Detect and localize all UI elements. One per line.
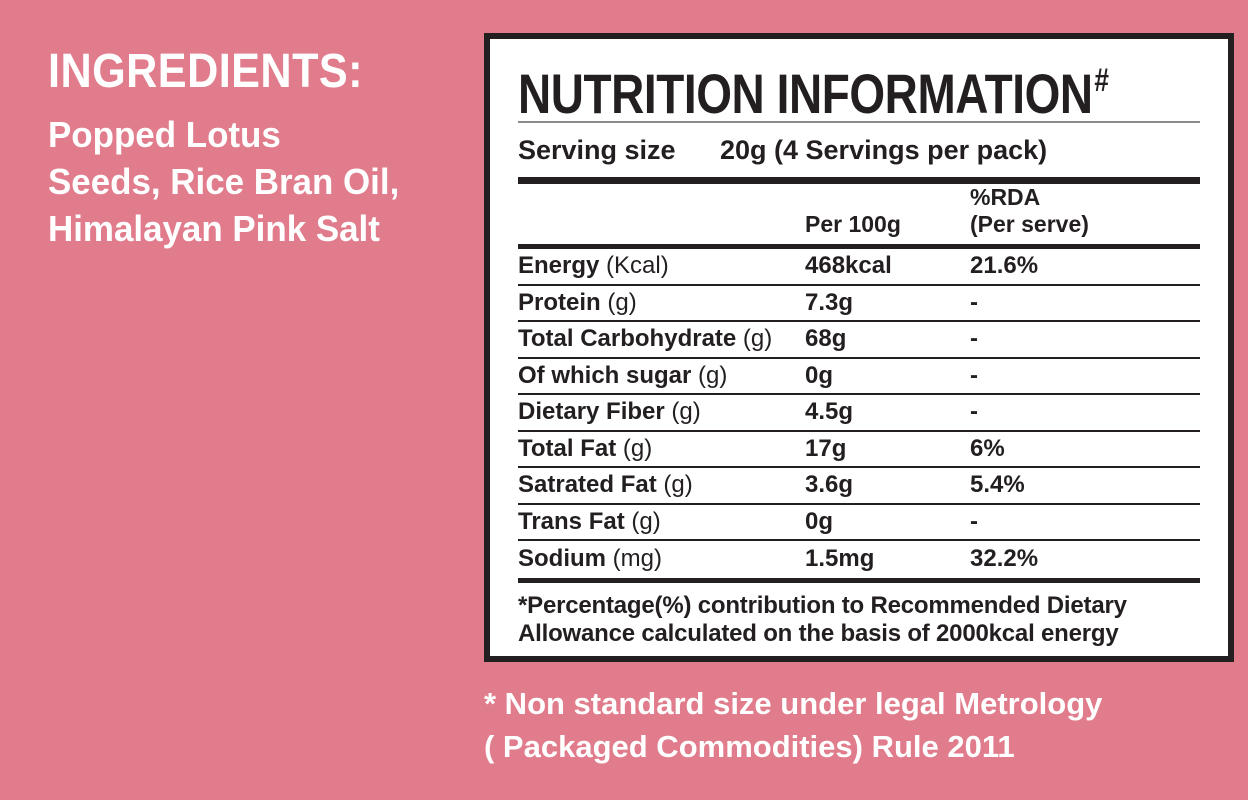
- title-divider: [518, 121, 1200, 123]
- nutrition-panel: NUTRITION INFORMATION# Serving size 20g …: [484, 33, 1234, 662]
- nutrient-label: Trans Fat (g): [518, 508, 805, 536]
- nutrient-label: Sodium (mg): [518, 545, 805, 573]
- rda-value: 6%: [970, 434, 1005, 462]
- nutrient-name: Sodium: [518, 545, 606, 573]
- table-row: Total Carbohydrate (g) 68g -: [518, 322, 1200, 359]
- nutrient-name: Of which sugar: [518, 361, 692, 389]
- panel-title-text: NUTRITION INFORMATION: [518, 62, 1093, 125]
- nutrition-table: Energy (Kcal) 468kcal 21.6% Protein (g) …: [518, 249, 1200, 578]
- nutrient-label: Total Carbohydrate (g): [518, 325, 805, 353]
- column-header-rda: %RDA (Per serve): [970, 184, 1200, 238]
- header-divider: [518, 244, 1200, 249]
- legal-disclaimer: * Non standard size under legal Metrolog…: [484, 682, 1102, 768]
- title-hash-superscript: #: [1094, 62, 1109, 98]
- nutrient-unit: (g): [631, 507, 661, 535]
- nutrient-name: Trans Fat: [518, 507, 625, 535]
- table-row: Protein (g) 7.3g -: [518, 286, 1200, 322]
- nutrient-unit: (mg): [612, 545, 662, 573]
- nutrient-unit: (g): [663, 471, 693, 499]
- rda-value: -: [970, 325, 978, 353]
- rda-value: 32.2%: [970, 545, 1039, 573]
- panel-title: NUTRITION INFORMATION#: [518, 53, 1109, 122]
- column-header-rda-line1: %RDA: [970, 184, 1041, 210]
- legal-disclaimer-line1: * Non standard size under legal Metrolog…: [484, 686, 1103, 721]
- table-bottom-divider: [518, 577, 1200, 583]
- nutrient-label: Total Fat (g): [518, 435, 805, 463]
- nutrient-name: Satrated Fat: [518, 471, 657, 499]
- ingredients-line: Seeds, Rice Bran Oil,: [48, 161, 400, 202]
- per100g-value: 1.5mg: [805, 545, 875, 573]
- ingredients-line: Popped Lotus: [48, 114, 281, 155]
- rda-value: -: [970, 361, 978, 389]
- nutrient-unit: (g): [671, 398, 701, 426]
- serving-size-value: 20g (4 Servings per pack): [720, 134, 1048, 165]
- ingredients-block: INGREDIENTS: Popped Lotus Seeds, Rice Br…: [48, 44, 410, 252]
- nutrient-name: Dietary Fiber: [518, 398, 665, 426]
- per100g-value: 0g: [805, 361, 834, 389]
- table-row: Energy (Kcal) 468kcal 21.6%: [518, 249, 1200, 286]
- rda-value: 5.4%: [970, 471, 1025, 499]
- nutrient-unit: (g): [622, 434, 653, 462]
- nutrient-unit: (Kcal): [606, 252, 669, 280]
- ingredients-line: Himalayan Pink Salt: [48, 208, 380, 249]
- rda-value: -: [970, 507, 978, 535]
- rda-footnote-line2: Allowance calculated on the basis of 200…: [518, 620, 1119, 647]
- column-header-rda-line2: (Per serve): [970, 211, 1089, 237]
- per100g-value: 468kcal: [805, 252, 892, 280]
- column-header-per100g: Per 100g: [805, 211, 901, 237]
- per100g-value: 3.6g: [805, 471, 854, 499]
- table-row: Dietary Fiber (g) 4.5g -: [518, 395, 1200, 432]
- nutrient-unit: (g): [742, 325, 773, 353]
- nutrient-unit: (g): [698, 361, 728, 389]
- per100g-value: 17g: [805, 434, 847, 462]
- table-row: Of which sugar (g) 0g -: [518, 359, 1200, 395]
- rda-value: -: [970, 288, 978, 316]
- per100g-value: 68g: [805, 325, 847, 353]
- rda-footnote-line1: *Percentage(%) contribution to Recommend…: [518, 591, 1127, 619]
- nutrient-name: Energy: [518, 252, 600, 280]
- nutrient-name: Total Fat: [518, 434, 617, 462]
- serving-size-row: Serving size 20g (4 Servings per pack): [518, 123, 1200, 177]
- nutrient-name: Total Carbohydrate: [518, 325, 737, 353]
- nutrient-label: Of which sugar (g): [518, 362, 805, 390]
- nutrient-label: Energy (Kcal): [518, 252, 805, 280]
- nutrient-unit: (g): [607, 288, 637, 316]
- serving-size-label: Serving size: [518, 134, 676, 165]
- per100g-value: 4.5g: [805, 398, 854, 426]
- table-row: Trans Fat (g) 0g -: [518, 505, 1200, 541]
- ingredients-heading: INGREDIENTS:: [48, 45, 364, 98]
- nutrient-label: Protein (g): [518, 289, 805, 317]
- nutrient-label: Dietary Fiber (g): [518, 398, 805, 426]
- nutrient-name: Protein: [518, 288, 601, 316]
- legal-disclaimer-line2: ( Packaged Commodities) Rule 2011: [484, 729, 1015, 764]
- serving-divider: [518, 177, 1200, 184]
- per100g-value: 0g: [805, 507, 834, 535]
- table-row: Satrated Fat (g) 3.6g 5.4%: [518, 468, 1200, 505]
- table-row: Sodium (mg) 1.5mg 32.2%: [518, 541, 1200, 578]
- rda-footnote: *Percentage(%) contribution to Recommend…: [518, 592, 1200, 649]
- rda-value: 21.6%: [970, 252, 1039, 280]
- rda-value: -: [970, 398, 978, 426]
- table-header-row: Per 100g %RDA (Per serve): [518, 184, 1200, 244]
- nutrient-label: Satrated Fat (g): [518, 471, 805, 499]
- table-row: Total Fat (g) 17g 6%: [518, 432, 1200, 468]
- per100g-value: 7.3g: [805, 288, 854, 316]
